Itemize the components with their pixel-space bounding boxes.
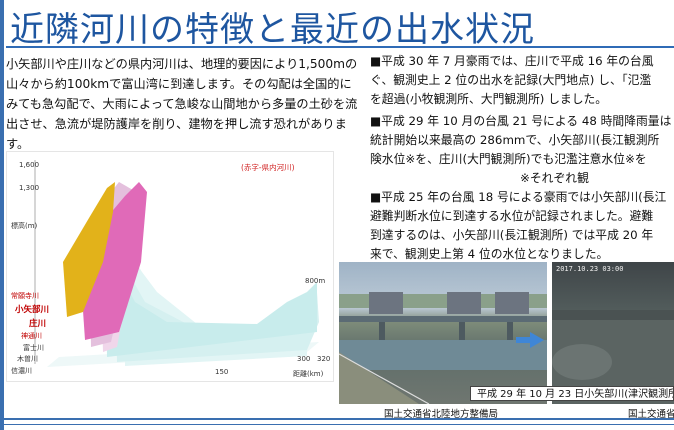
x-tick-300: 300 [297, 355, 310, 363]
x-tick-150: 150 [215, 368, 228, 376]
photo-credit-right: 国土交通省 [628, 409, 674, 420]
y-axis-label: 標高(m) [11, 221, 38, 230]
river-gradient-svg: 1,600 1,300 標高(m) (赤字-県内河川) 常願寺川 小矢部川 庄川… [11, 160, 330, 378]
page-bottom-border-thin [0, 424, 674, 425]
event-2018-line-3: を超過(小牧観測所、大門観測所) しました。 [370, 92, 608, 106]
event-2017-paragraph: ■平成 29 年 10 月の台風 21 号による 48 時間降雨量は 統計開始以… [370, 112, 674, 188]
river-photo-flood [552, 262, 674, 404]
y-tick-1300: 1,300 [19, 184, 39, 192]
event-2017-footnote: ※それぞれ観 [520, 171, 589, 185]
photo-arrow-icon [530, 332, 544, 348]
y-tick-1600: 1,600 [19, 161, 39, 169]
x-tick-800m: 800m [305, 277, 325, 285]
event-2018-paragraph: ■平成 30 年 7 月豪雨では、庄川で平成 16 年の台風 ぐ、観測史上 2 … [370, 52, 674, 109]
bridge-drawing [339, 292, 547, 404]
event-2018-line-2: ぐ、観測史上 2 位の出水を記録(大門地点) し、「氾濫 [370, 73, 652, 87]
event-2013-line-1: ■平成 25 年の台風 18 号による豪雨では小矢部川(長江 [370, 190, 667, 204]
event-2018-line-1: ■平成 30 年 7 月豪雨では、庄川で平成 16 年の台風 [370, 54, 654, 68]
event-2013-line-4: 来で、観測史上第 4 位の水位となりました。 [370, 247, 609, 261]
photo-credit-left: 国土交通省北陸地方整備局 [384, 409, 499, 420]
chart-legend-note: (赤字-県内河川) [241, 162, 295, 172]
event-2013-line-3: 到達するのは、小矢部川(長江観測所) では平成 20 年 [370, 228, 654, 242]
x-tick-320: 320 [317, 355, 330, 363]
profile-joganji [63, 182, 115, 317]
event-2017-line-1: ■平成 29 年 10 月の台風 21 号による 48 時間降雨量は [370, 114, 672, 128]
photo-arrow-shaft [516, 337, 532, 343]
page-left-border [0, 0, 4, 430]
photo-caption: 平成 29 年 10 月 23 日小矢部川(津沢観測所) [470, 386, 674, 401]
event-2013-line-2: 避難判断水位に到達する水位が記録されました。避難 [370, 209, 654, 223]
label-joganji: 常願寺川 [11, 291, 39, 300]
event-2017-line-2: 統計開始以来最高の 286mmで、小矢部川(長江観測所 [370, 133, 660, 147]
title-underline [6, 46, 674, 48]
river-photo-normal [339, 262, 547, 404]
event-2017-line-3: 険水位※を、庄川(大門観測所)でも氾濫注意水位※を [370, 152, 647, 166]
photo-timestamp: 2017.10.23 03:00 [556, 265, 624, 273]
label-shinano: 信濃川 [11, 366, 32, 375]
label-jintsu: 神通川 [21, 331, 42, 340]
label-oyabe: 小矢部川 [14, 304, 49, 315]
intro-paragraph: 小矢部川や庄川などの県内河川は、地理的要因により1,500mの山々から約100k… [6, 57, 358, 151]
label-sho: 庄川 [29, 318, 46, 329]
profile-fuji [105, 244, 317, 357]
profile-oyabe [79, 182, 147, 340]
page-bottom-border [0, 418, 674, 420]
river-gradient-chart: 1,600 1,300 標高(m) (赤字-県内河川) 常願寺川 小矢部川 庄川… [6, 151, 334, 382]
label-fuji: 富士川 [23, 343, 44, 352]
event-2013-paragraph: ■平成 25 年の台風 18 号による豪雨では小矢部川(長江 避難判断水位に到達… [370, 188, 674, 264]
flood-drawing [552, 310, 674, 404]
x-axis-label: 距離(km) [293, 369, 324, 378]
label-kiso: 木曽川 [17, 354, 38, 363]
page-title: 近隣河川の特徴と最近の出水状況 [10, 10, 535, 50]
